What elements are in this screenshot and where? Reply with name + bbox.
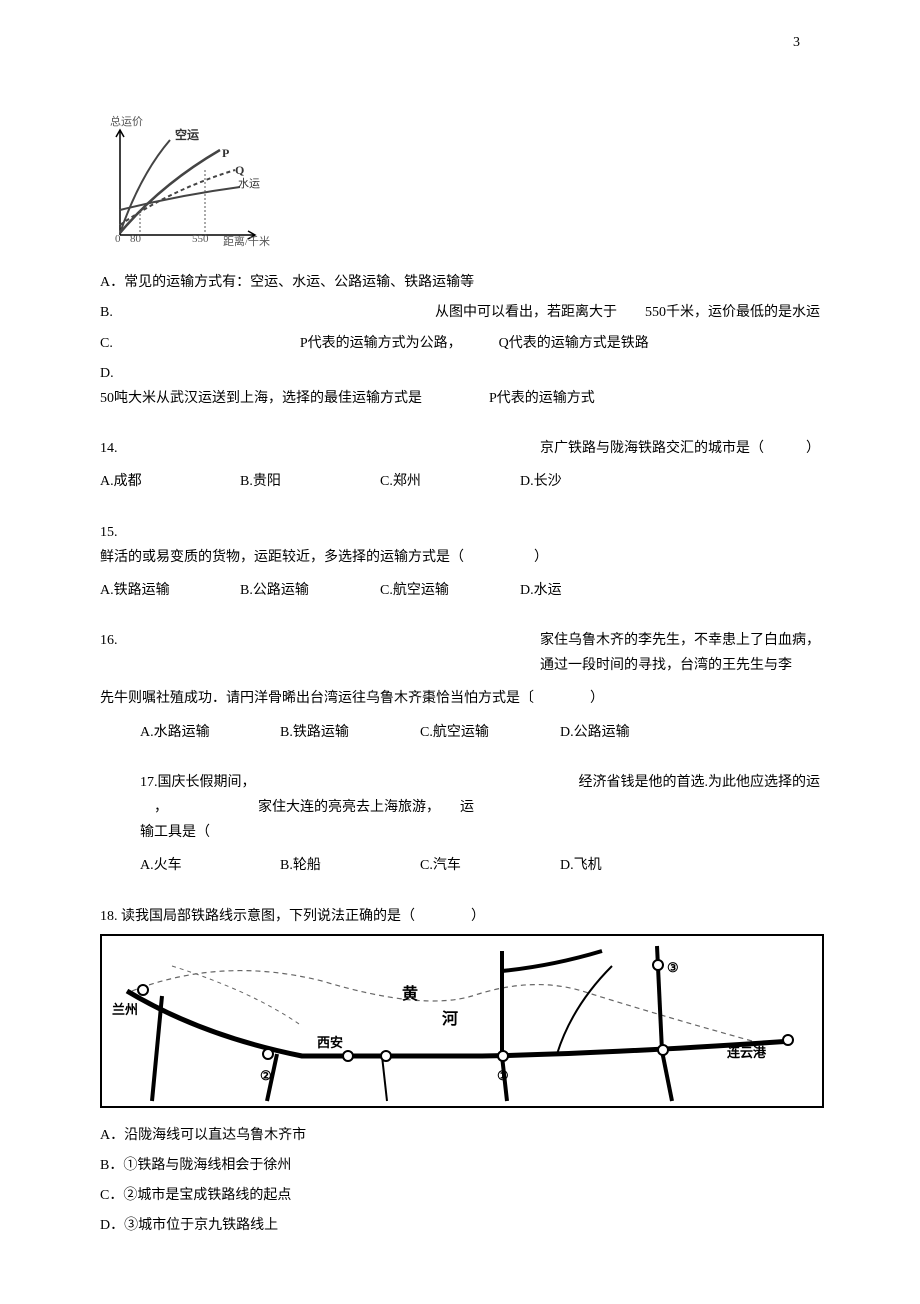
q14-opt-a: A.成都	[100, 469, 240, 494]
dot-1	[497, 1050, 509, 1062]
dot-extra1	[380, 1050, 392, 1062]
q18-num: 18.	[100, 909, 118, 924]
circle-3: ③	[667, 956, 679, 979]
q17-stem-b: 家住大连的亮亮去上海旅游，	[258, 795, 440, 820]
q18-opt-d: D．③城市位于京九铁路线上	[100, 1213, 820, 1238]
dot-extra2	[657, 1044, 669, 1056]
q13-c-label: C.	[100, 336, 113, 351]
q15-opt-a: A.铁路运输	[100, 578, 240, 603]
curve-water-label: 水运	[238, 175, 260, 195]
tick-80: 80	[130, 230, 141, 250]
tick-0: 0	[115, 230, 121, 250]
circle-2: ②	[260, 1064, 272, 1087]
q15-opt-b: B.公路运输	[240, 578, 380, 603]
dot-3	[652, 959, 664, 971]
q17-opt-a: A.火车	[140, 853, 280, 878]
q13-opt-b: B. 从图中可以看出，若距离大于 550千米，运价最低的是水运	[100, 300, 820, 325]
question-16: 16. 家住乌鲁木齐的李先生，不幸患上了白血病， 通过一段时间的寻找，台湾的王先…	[100, 628, 820, 745]
question-15: 15. 鲜活的或易变质的货物，运距较近，多选择的运输方式是（ ） A.铁路运输 …	[100, 520, 820, 604]
railway-map: 兰州 西安 连云港 黄 河 ① ② ③	[100, 934, 824, 1108]
page-number: 3	[100, 30, 820, 55]
q17-opt-b: B.轮船	[280, 853, 420, 878]
q16-stem3: 先牛则嘱社殖成功．请円洋骨晞出台湾运往乌鲁木齐棗恰当怕方式是〔 ）	[100, 686, 820, 711]
dot-lianyungang	[782, 1034, 794, 1046]
q13-opt-d: D. 50吨大米从武汉运送到上海，选择的最佳运输方式是 P代表的运输方式	[100, 361, 820, 411]
question-18: 18. 读我国局部铁路线示意图，下列说法正确的是（ ）	[100, 904, 820, 1239]
q13-opt-c: C. P代表的运输方式为公路， Q代表的运输方式是铁路	[100, 331, 820, 356]
q14-num: 14.	[100, 436, 118, 461]
q14-opt-c: C.郑州	[380, 469, 520, 494]
label-xian: 西安	[317, 1031, 343, 1054]
q17-opt-d: D.飞机	[560, 853, 700, 878]
q16-opt-a: A.水路运输	[140, 720, 280, 745]
label-he: 河	[442, 1006, 458, 1035]
q17-num: 17.	[140, 770, 158, 795]
q13-d-body: 50吨大米从武汉运送到上海，选择的最佳运输方式是	[100, 391, 422, 406]
label-lanzhou: 兰州	[112, 998, 138, 1021]
q16-num: 16.	[100, 628, 118, 678]
y-axis-label: 总运价	[110, 113, 143, 133]
q15-opt-d: D.水运	[520, 578, 660, 603]
dot-lanzhou	[137, 984, 149, 996]
circle-1: ①	[497, 1064, 509, 1087]
q13-d-tail: P代表的运输方式	[489, 391, 595, 406]
q15-num: 15.	[100, 520, 820, 545]
q13-opt-a: A．常见的运输方式有：空运、水运、公路运输、铁路运输等	[100, 270, 820, 295]
q17-stem-a: 国庆长假期间，	[158, 770, 256, 795]
q13-c-right: Q代表的运输方式是铁路	[499, 336, 649, 351]
q13-d-label: D.	[100, 361, 820, 386]
question-14: 14. 京广铁路与陇海铁路交汇的城市是（ ） A.成都 B.贵阳 C.郑州 D.…	[100, 436, 820, 494]
q17-stem-d: 输工具是（	[140, 820, 820, 845]
q13-b-text: 从图中可以看出，若距离大于 550千米，运价最低的是水运	[435, 300, 820, 325]
question-17: 17. 国庆长假期间， 经济省钱是他的首选.为此他应选择的运 ， 家住大连的亮亮…	[100, 770, 820, 879]
q18-opt-b: B．①铁路与陇海线相会于徐州	[100, 1153, 820, 1178]
q16-stem1: 家住乌鲁木齐的李先生，不幸患上了白血病，	[540, 633, 820, 648]
map-svg	[102, 936, 822, 1106]
dot-2	[262, 1048, 274, 1060]
q16-opt-c: C.航空运输	[420, 720, 560, 745]
q16-opt-d: D.公路运输	[560, 720, 700, 745]
q15-stem: 鲜活的或易变质的货物，运距较近，多选择的运输方式是（ ）	[100, 545, 820, 570]
dot-xian	[342, 1050, 354, 1062]
tick-550: 550	[192, 230, 209, 250]
q16-opt-b: B.铁路运输	[280, 720, 420, 745]
q16-stem2: 通过一段时间的寻找，台湾的王先生与李	[540, 658, 792, 673]
q18-opt-a: A．沿陇海线可以直达乌鲁木齐市	[100, 1123, 820, 1148]
q14-opt-b: B.贵阳	[240, 469, 380, 494]
q14-opt-d: D.长沙	[520, 469, 660, 494]
q14-stem: 京广铁路与陇海铁路交汇的城市是（ ）	[540, 436, 820, 461]
label-huang: 黄	[402, 981, 418, 1010]
label-lianyungang: 连云港	[727, 1041, 766, 1064]
curve-p-label: P	[222, 143, 229, 165]
q13-c-mid: P代表的运输方式为公路，	[300, 336, 462, 351]
q17-opt-c: C.汽车	[420, 853, 560, 878]
q18-opt-c: C．②城市是宝成铁路线的起点	[100, 1183, 820, 1208]
curve-air-label: 空运	[175, 125, 199, 147]
q17-stem-c: 经济省钱是他的首选.为此他应选择的运	[579, 770, 821, 795]
q13-b-label: B.	[100, 300, 113, 325]
x-axis-label: 距离/千米	[223, 233, 270, 253]
q18-stem: 读我国局部铁路线示意图，下列说法正确的是（ ）	[121, 909, 485, 924]
transport-cost-chart: 总运价 距离/千米 0 80 550 空运 P Q 水运	[100, 115, 265, 255]
question-13-options: A．常见的运输方式有：空运、水运、公路运输、铁路运输等 B. 从图中可以看出，若…	[100, 270, 820, 411]
q15-opt-c: C.航空运输	[380, 578, 520, 603]
